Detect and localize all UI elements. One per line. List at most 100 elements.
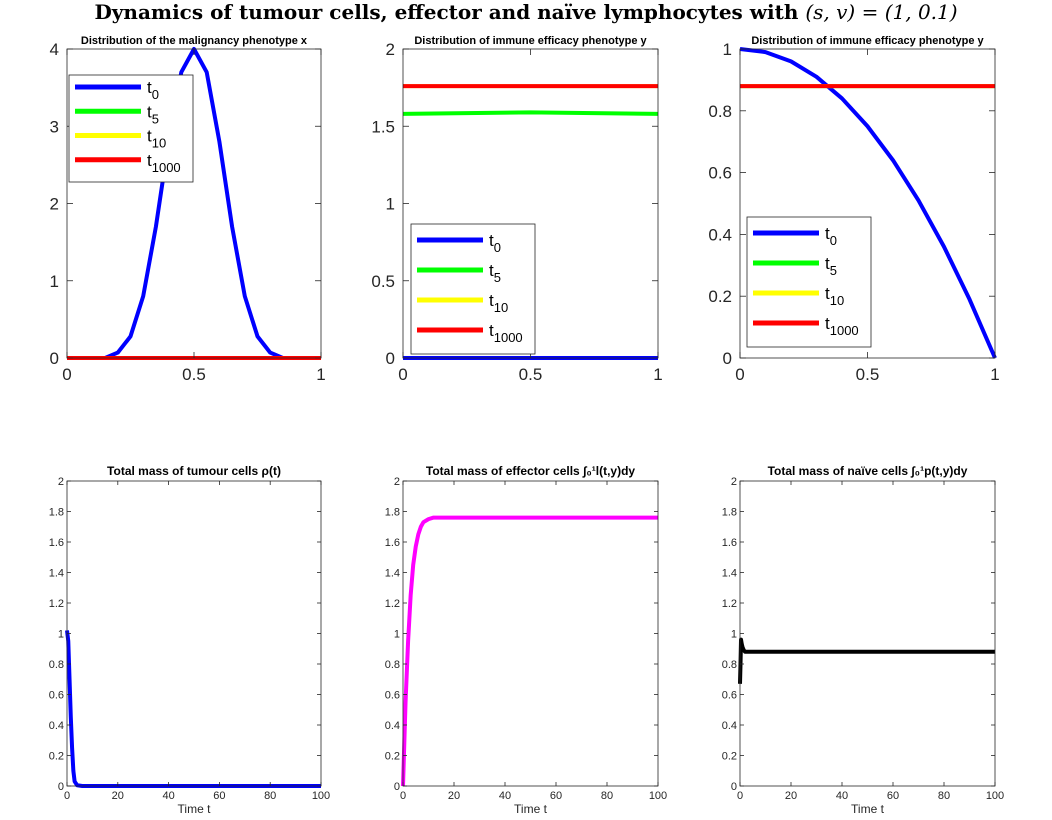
x-tick-label: 1 [990,365,999,384]
y-tick-label: 0.6 [708,164,732,183]
legend-label-subscript: 5 [494,270,501,285]
y-tick-label: 1.5 [371,117,395,136]
legend-label: t1000 [825,314,859,338]
y-tick-label: 1 [58,629,64,641]
x-tick-label: 80 [938,790,950,802]
legend-label-base: t [489,261,494,280]
legend-box [68,74,194,183]
legend-label-subscript: 5 [830,263,837,278]
x-tick-label: 60 [213,790,225,802]
chart-panel-6: 0 20 40 60 80 100 0 0.2 0.4 0.6 0.8 1 1.2 1.4 1.6 1.8 2 T… [722,464,1004,816]
x-tick-label: 1 [316,365,325,384]
x-tick-label: 0.5 [182,365,206,384]
chart-title: Total mass of effector cells ∫₀¹l(t,y)dy [426,464,636,478]
y-tick-label: 1.8 [722,507,737,519]
figure-title-math: (s, v) = (1, 0.1) [805,0,958,24]
y-tick-label: 0.2 [708,287,732,306]
legend-label: t1000 [489,321,523,345]
y-tick-label: 1.4 [49,568,64,580]
x-tick-label: 20 [448,790,460,802]
y-tick-label: 0.5 [371,272,395,291]
x-tick-label: 60 [550,790,562,802]
chart-title: Total mass of tumour cells ρ(t) [107,464,281,478]
x-tick-label: 0 [398,365,407,384]
x-tick-label: 60 [887,790,899,802]
y-tick-label: 1.2 [385,598,400,610]
chart-panel-4: 0 20 40 60 80 100 0 0.2 0.4 0.6 0.8 1 1.2 1.4 1.6 1.8 2 T… [49,464,330,816]
plot-area [403,481,658,786]
y-tick-label: 1.2 [722,598,737,610]
y-tick-label: 0.8 [49,659,64,671]
series-line-series-1 [401,515,658,787]
y-tick-label: 2 [731,476,737,488]
y-tick-label: 1.4 [385,568,400,580]
y-tick-label: 0.8 [385,659,400,671]
y-tick-label: 1.6 [49,537,64,549]
y-tick-label: 1.2 [49,598,64,610]
y-tick-label: 0.6 [49,690,64,702]
y-tick-label: 0 [394,781,400,793]
chart-panel-2: 0 0.5 100.511.52 Distribution of immune eff… [371,35,662,384]
x-tick-label: 0 [400,790,406,802]
y-tick-label: 1.6 [385,537,400,549]
legend-label: t10 [489,291,508,315]
x-tick-label: 0 [737,790,743,802]
y-tick-label: 1 [731,629,737,641]
y-tick-label: 0 [723,349,732,368]
y-tick-label: 0 [58,781,64,793]
y-tick-label: 0.2 [385,751,400,763]
x-tick-label: 100 [312,790,330,802]
x-tick-label: 40 [499,790,511,802]
y-tick-label: 0.6 [722,690,737,702]
x-axis-label: Time t [851,802,885,816]
x-tick-label: 100 [649,790,667,802]
legend-label-base: t [825,224,830,243]
legend-label-subscript: 1000 [830,323,859,338]
x-tick-label: 80 [601,790,613,802]
legend-label-subscript: 0 [494,240,501,255]
y-tick-label: 1.6 [722,537,737,549]
legend-label: t0 [489,231,501,255]
series-line-t0 [739,47,997,359]
legend-label-base: t [489,321,494,340]
y-tick-label: 1.4 [722,568,737,580]
series-line-t5 [402,110,659,116]
x-axis-label: Time t [178,802,212,816]
legend-label-subscript: 5 [152,111,159,126]
legend-label: t0 [147,78,159,102]
y-tick-label: 2 [50,195,59,214]
legend-label-base: t [489,291,494,310]
series-line-series-1 [738,637,995,684]
y-tick-label: 0.4 [722,720,737,732]
y-tick-label: 0.2 [722,751,737,763]
y-tick-label: 0 [731,781,737,793]
x-tick-label: 0.5 [519,365,543,384]
chart-title: Distribution of immune efficacy phenotyp… [751,35,984,47]
legend-label-subscript: 0 [830,233,837,248]
x-tick-label: 20 [785,790,797,802]
x-tick-label: 100 [986,790,1004,802]
legend-label: t10 [147,127,166,151]
figure-title: Dynamics of tumour cells, effector and n… [0,0,1052,24]
y-tick-label: 1 [50,272,59,291]
y-tick-label: 1.8 [385,507,400,519]
x-tick-label: 0 [735,365,744,384]
plot-area [67,481,321,786]
x-tick-label: 20 [112,790,124,802]
x-tick-label: 80 [264,790,276,802]
x-tick-label: 1 [653,365,662,384]
legend-label-subscript: 0 [152,87,159,102]
legend-label-base: t [147,127,152,146]
legend-label: t0 [825,224,837,248]
legend-label-base: t [825,314,830,333]
legend-label-subscript: 1000 [494,330,523,345]
x-axis-label: Time t [514,802,548,816]
y-tick-label: 0.4 [49,720,64,732]
legend-label: t5 [489,261,501,285]
y-tick-label: 1 [386,195,395,214]
y-tick-label: 3 [50,117,59,136]
legend-label: t10 [825,284,844,308]
y-tick-label: 0 [386,349,395,368]
